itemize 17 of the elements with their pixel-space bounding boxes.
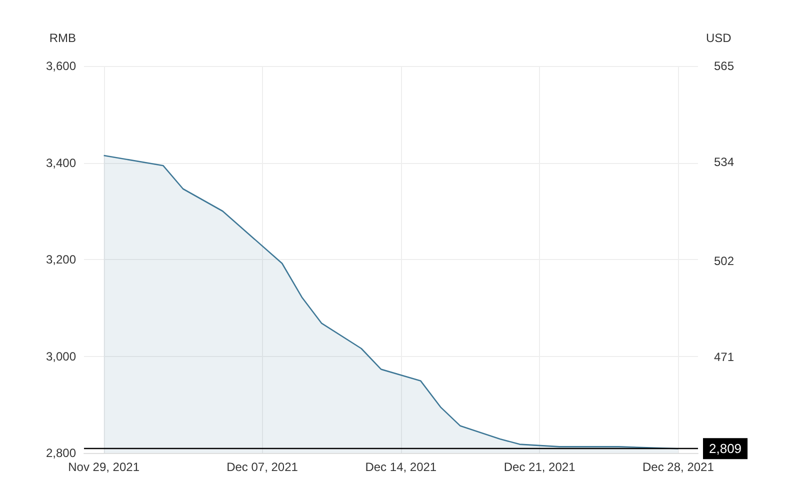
x-tick-label: Dec 07, 2021: [226, 460, 298, 474]
ref-line-label: 2,809: [709, 441, 742, 456]
y-tick-label: 3,400: [46, 156, 76, 170]
y-tick-label: 3,000: [46, 349, 76, 364]
x-tick-label: Dec 28, 2021: [642, 460, 714, 474]
y2-axis-title: USD: [706, 31, 732, 45]
y-axis-title: RMB: [49, 31, 76, 45]
x-tick-label: Dec 21, 2021: [504, 460, 576, 474]
y-tick-label: 3,600: [46, 59, 76, 73]
x-tick-label: Nov 29, 2021: [68, 460, 140, 474]
y2-tick-label: 534: [714, 154, 734, 169]
y-tick-label: 3,200: [46, 252, 76, 266]
y-tick-label: 2,800: [46, 446, 76, 460]
x-tick-label: Dec 14, 2021: [365, 460, 437, 474]
y2-tick-label: 502: [714, 254, 734, 268]
y2-tick-label: 471: [714, 350, 734, 364]
y2-tick-label: 565: [714, 59, 734, 73]
